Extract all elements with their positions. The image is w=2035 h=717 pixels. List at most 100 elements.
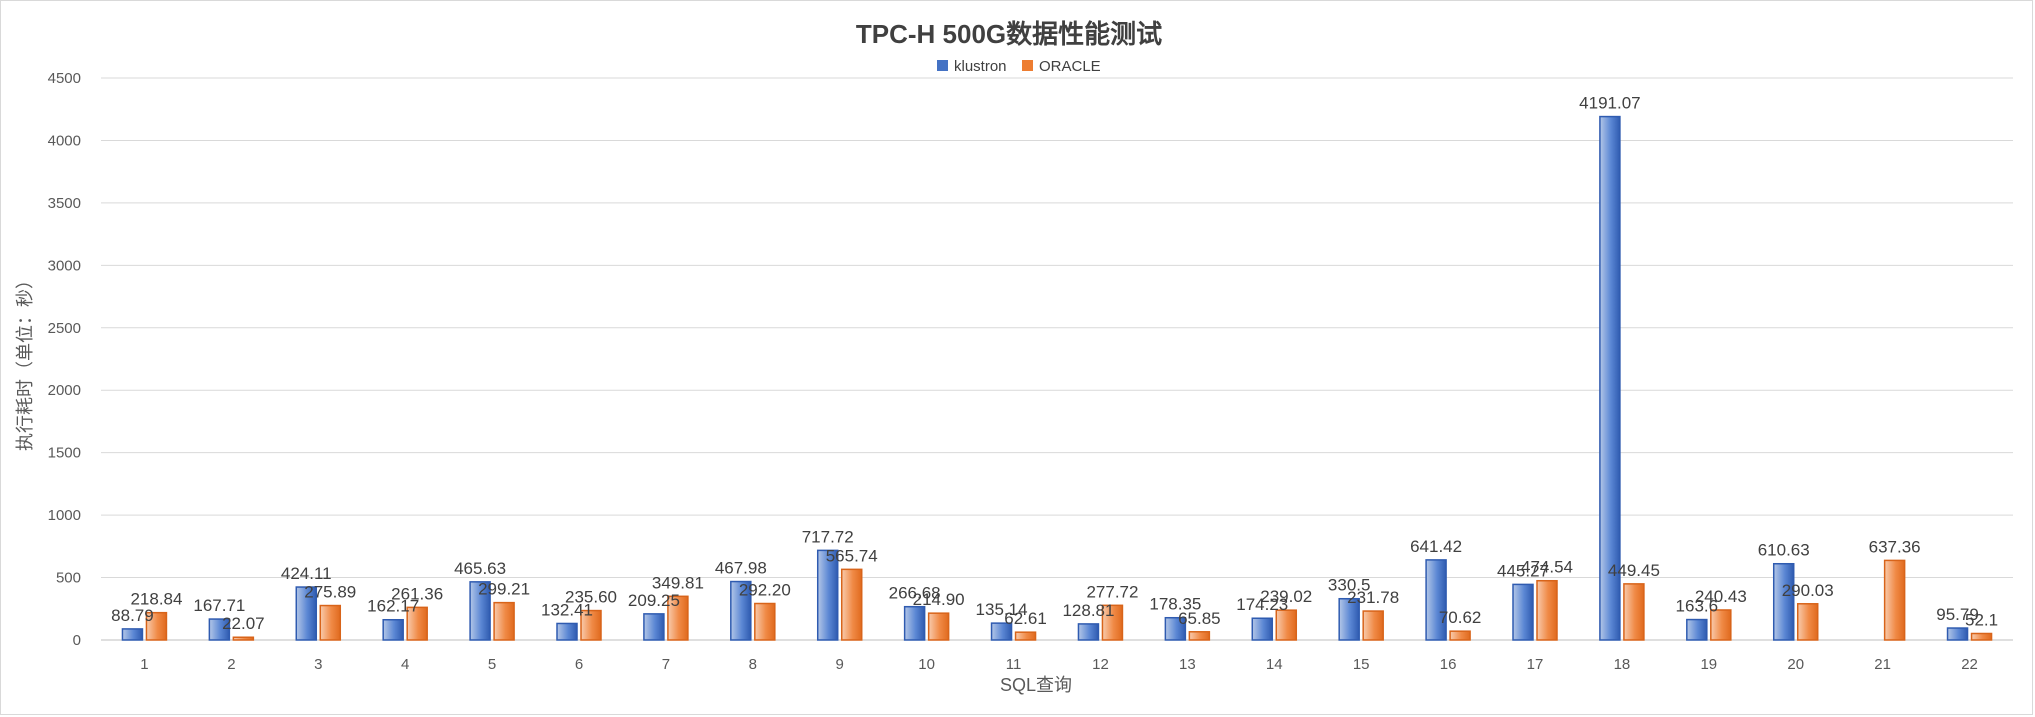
x-tick-label: 3 bbox=[314, 656, 322, 673]
data-label-klustron-17: 445.27 bbox=[1497, 561, 1549, 580]
x-tick-label: 2 bbox=[227, 656, 235, 673]
x-tick-label: 15 bbox=[1353, 656, 1370, 673]
data-label-oracle-12: 277.72 bbox=[1086, 582, 1138, 601]
data-label-klustron-14: 174.23 bbox=[1236, 595, 1288, 614]
bar-oracle-1 bbox=[145, 611, 168, 641]
data-label-oracle-19: 240.43 bbox=[1695, 587, 1747, 606]
data-label-klustron-13: 178.35 bbox=[1149, 595, 1201, 614]
bar-oracle-20 bbox=[1796, 603, 1819, 641]
data-label-oracle-5: 299.21 bbox=[478, 580, 530, 599]
y-tick-label: 1500 bbox=[48, 445, 81, 462]
bar-klustron-22 bbox=[1946, 627, 1969, 641]
data-label-oracle-16: 70.62 bbox=[1439, 608, 1482, 627]
bar-klustron-5 bbox=[469, 581, 491, 641]
data-label-oracle-20: 290.03 bbox=[1782, 581, 1834, 600]
bar-oracle-3 bbox=[319, 604, 342, 641]
data-label-oracle-8: 292.20 bbox=[739, 581, 791, 600]
x-tick-label: 21 bbox=[1874, 656, 1891, 673]
bar-oracle-2 bbox=[232, 636, 255, 641]
data-label-klustron-15: 330.5 bbox=[1328, 576, 1371, 595]
bar-oracle-19 bbox=[1710, 609, 1732, 641]
data-label-klustron-11: 135.14 bbox=[976, 600, 1028, 619]
y-tick-label: 3500 bbox=[48, 195, 81, 212]
bar-oracle-4 bbox=[406, 606, 428, 641]
bar-klustron-6 bbox=[556, 622, 578, 641]
bar-oracle-15 bbox=[1362, 610, 1384, 641]
x-tick-label: 20 bbox=[1787, 656, 1804, 673]
bar-klustron-10 bbox=[903, 605, 926, 641]
bar-klustron-2 bbox=[208, 618, 231, 641]
bar-klustron-12 bbox=[1077, 623, 1100, 641]
bar-oracle-8 bbox=[754, 602, 776, 641]
bar-klustron-14 bbox=[1251, 617, 1274, 641]
x-tick-label: 10 bbox=[918, 656, 935, 673]
bar-oracle-22 bbox=[1970, 632, 1993, 641]
bar-oracle-18 bbox=[1623, 583, 1645, 641]
bar-klustron-18 bbox=[1599, 115, 1621, 641]
x-tick-label: 18 bbox=[1614, 656, 1631, 673]
x-tick-label: 19 bbox=[1700, 656, 1717, 673]
data-label-klustron-12: 128.81 bbox=[1062, 601, 1114, 620]
data-label-oracle-14: 239.02 bbox=[1260, 587, 1312, 606]
bar-klustron-7 bbox=[643, 613, 665, 641]
data-label-oracle-3: 275.89 bbox=[304, 583, 356, 602]
data-label-klustron-5: 465.63 bbox=[454, 559, 506, 578]
legend: klustron ORACLE bbox=[937, 58, 1101, 75]
bar-klustron-1 bbox=[121, 628, 144, 641]
x-tick-label: 1 bbox=[140, 656, 148, 673]
data-label-oracle-21: 637.36 bbox=[1869, 537, 1921, 556]
y-tick-label: 4000 bbox=[48, 132, 81, 149]
bar-oracle-7 bbox=[667, 595, 689, 641]
bar-oracle-17 bbox=[1536, 579, 1558, 641]
data-label-klustron-1: 88.79 bbox=[111, 606, 154, 625]
bar-klustron-16 bbox=[1425, 559, 1447, 641]
data-label-klustron-8: 467.98 bbox=[715, 559, 767, 578]
x-tick-label: 7 bbox=[662, 656, 670, 673]
bar-oracle-13 bbox=[1188, 631, 1211, 641]
x-tick-label: 11 bbox=[1006, 656, 1022, 673]
data-label-oracle-11: 62.61 bbox=[1004, 609, 1047, 628]
bar-oracle-16 bbox=[1449, 630, 1471, 641]
data-label-klustron-7: 209.25 bbox=[628, 591, 680, 610]
y-tick-label: 4500 bbox=[48, 70, 81, 87]
data-label-klustron-2: 167.71 bbox=[193, 596, 245, 615]
data-label-oracle-10: 214.90 bbox=[913, 590, 965, 609]
bar-klustron-11 bbox=[990, 622, 1013, 641]
bar-klustron-19 bbox=[1686, 618, 1708, 641]
data-label-oracle-7: 349.81 bbox=[652, 573, 704, 592]
legend-swatch-oracle bbox=[1022, 60, 1033, 71]
bar-oracle-12 bbox=[1101, 604, 1124, 641]
x-axis-ticks: 1 2 3 4 5 6 7 8 9 10 11 12 13 14 15 16 17 18 19 20 21 22 bbox=[140, 656, 1978, 673]
x-tick-label: 14 bbox=[1266, 656, 1283, 673]
data-label-oracle-22: 52.1 bbox=[1965, 610, 1998, 629]
legend-label-klustron: klustron bbox=[954, 58, 1007, 75]
data-label-klustron-22: 95.79 bbox=[1936, 605, 1979, 624]
x-tick-label: 13 bbox=[1179, 656, 1196, 673]
x-axis-title: SQL查询 bbox=[1000, 675, 1072, 695]
x-tick-label: 17 bbox=[1527, 656, 1544, 673]
data-label-oracle-13: 65.85 bbox=[1178, 609, 1221, 628]
data-label-klustron-20: 610.63 bbox=[1758, 541, 1810, 560]
bar-oracle-10 bbox=[927, 612, 950, 641]
data-label-oracle-9: 565.74 bbox=[826, 546, 878, 565]
data-label-klustron-6: 132.41 bbox=[541, 600, 593, 619]
gridlines bbox=[101, 77, 2013, 641]
bar-oracle-5 bbox=[493, 601, 515, 641]
data-label-oracle-17: 474.54 bbox=[1521, 558, 1573, 577]
data-label-klustron-16: 641.42 bbox=[1410, 537, 1462, 556]
bar-klustron-9 bbox=[816, 549, 839, 641]
data-label-oracle-1: 218.84 bbox=[130, 590, 182, 609]
bar-oracle-9 bbox=[840, 568, 863, 641]
data-label-klustron-4: 162.17 bbox=[367, 597, 419, 616]
y-tick-label: 500 bbox=[56, 570, 81, 587]
data-label-oracle-6: 235.60 bbox=[565, 588, 617, 607]
y-tick-label: 3000 bbox=[48, 257, 81, 274]
data-label-klustron-18: 4191.07 bbox=[1579, 94, 1640, 113]
x-tick-label: 5 bbox=[488, 656, 496, 673]
bar-oracle-6 bbox=[580, 609, 602, 641]
bar-klustron-13 bbox=[1164, 616, 1187, 641]
bar-klustron-8 bbox=[730, 580, 752, 641]
